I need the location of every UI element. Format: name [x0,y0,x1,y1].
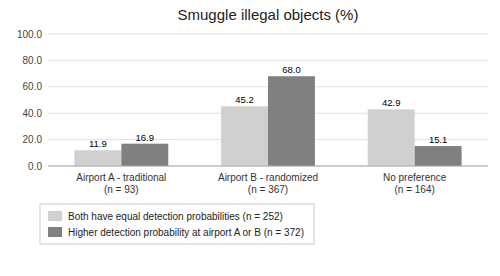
x-tick-label-line: (n = 164) [395,184,435,195]
bar [221,106,268,166]
y-axis: 0.0 20.0 40.0 60.0 80.0 100.0 [17,29,488,172]
chart-container: Smuggle illegal objects (%) 0.0 20.0 40.0 60… [0,0,500,276]
legend-swatch [48,211,62,221]
bars [74,76,461,166]
data-label: 45.2 [235,94,254,105]
x-tick-label-line: Airport B - randomized [218,172,318,183]
grid-line [48,60,488,61]
legend-frame [40,204,314,244]
x-axis: Airport A - traditional(n = 93) Airport B… [76,172,446,195]
bar [121,144,168,166]
y-tick-label: 100.0 [17,29,42,40]
y-tick-label: 80.0 [23,55,43,66]
x-tick-label: No preference(n = 164) [383,172,447,195]
data-label: 16.9 [136,132,155,143]
x-tick-label: Airport A - traditional(n = 93) [76,172,166,195]
y-tick-label: 20.0 [23,134,43,145]
bar [368,109,415,166]
data-label: 15.1 [429,134,448,145]
x-axis-line [48,166,488,167]
chart-svg: Smuggle illegal objects (%) 0.0 20.0 40.0 60… [0,0,500,276]
y-tick-label: 0.0 [28,161,42,172]
grid-line [48,166,488,167]
x-tick-label-line: (n = 93) [104,184,139,195]
bar [74,150,121,166]
data-label: 42.9 [382,97,401,108]
bar [268,76,315,166]
grid-line [48,34,488,35]
legend: Both have equal detection probabilities … [40,204,314,244]
x-tick-label-line: Airport A - traditional [76,172,166,183]
legend-label: Higher detection probability at airport … [68,227,304,238]
x-tick-label-line: (n = 367) [248,184,288,195]
data-label: 68.0 [282,64,301,75]
bar [415,146,462,166]
x-tick-label: Airport B - randomized(n = 367) [218,172,318,195]
legend-swatch [48,227,62,237]
chart-title: Smuggle illegal objects (%) [178,6,359,23]
y-tick-label: 60.0 [23,81,43,92]
x-tick-label-line: No preference [383,172,447,183]
legend-label: Both have equal detection probabilities … [68,211,283,222]
data-label: 11.9 [89,138,107,149]
y-tick-label: 40.0 [23,108,43,119]
data-labels: 11.9 45.2 42.9 16.9 68.0 15.1 [89,64,447,149]
